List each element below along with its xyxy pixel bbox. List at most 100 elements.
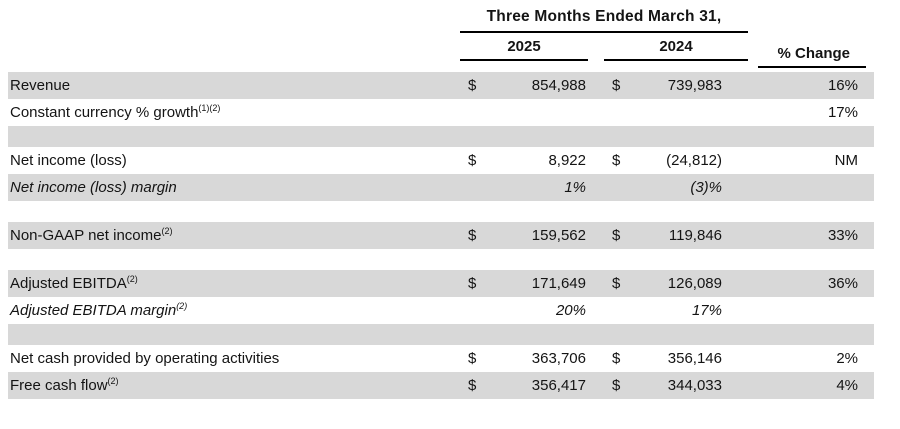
table-header-columns-row: 2025 2024 % Change [8,38,874,68]
dollar-sign-2024 [604,201,630,222]
dollar-sign-2024: $ [612,152,621,169]
row-label-text: Revenue [10,77,71,94]
row-label-text: Non-GAAP net income [10,227,162,244]
value-2025: 1% [564,179,586,196]
column-gap [748,99,758,126]
row-label-text: Net income (loss) [10,152,127,169]
column-gap [588,249,604,270]
dollar-sign-2025: $ [468,227,477,244]
column-gap [588,126,604,147]
table-row [8,126,874,147]
value-2024: (3)% [690,179,722,196]
value-2025 [486,126,588,147]
table-row: Adjusted EBITDA margin(2) 20% 17% [8,297,874,324]
value-2024: 119,846 [668,227,722,244]
value-2025: 8,922 [548,152,586,169]
row-label-text: Constant currency % growth [10,104,199,121]
value-2024 [630,201,748,222]
table-row: Non-GAAP net income(2) $ 159,562 $ 119,8… [8,222,874,249]
value-2025: 854,988 [531,77,586,94]
column-gap [748,147,758,174]
header-spacer [8,38,460,61]
value-percent-change [758,324,866,345]
column-gap [588,147,604,174]
row-label-text: Net cash provided by operating activitie… [10,350,280,367]
column-gap [588,99,604,126]
row-label-text: Adjusted EBITDA margin [10,302,177,319]
value-percent-change: 17% [827,104,858,121]
column-gap [748,222,758,249]
value-percent-change [758,174,866,201]
table-header-period-row: Three Months Ended March 31, [8,8,874,33]
table-row [8,201,874,222]
dollar-sign-2025 [460,126,486,147]
row-label [8,249,460,270]
row-label-text: Adjusted EBITDA [10,275,127,292]
value-percent-change [758,297,866,324]
dollar-sign-2024: $ [612,227,621,244]
row-label: Net income (loss) [8,147,460,174]
column-header-percent-change: % Change [758,45,866,68]
column-gap [748,270,758,297]
value-percent-change: 4% [836,377,858,394]
dollar-sign-2025 [460,99,486,126]
row-label: Adjusted EBITDA(2) [8,270,460,297]
row-label [8,324,460,345]
value-percent-change [758,201,866,222]
row-label: Non-GAAP net income(2) [8,222,460,249]
row-label: Net cash provided by operating activitie… [8,345,460,372]
column-gap [588,345,604,372]
column-gap [588,297,604,324]
value-2024: 739,983 [667,77,722,94]
row-label: Constant currency % growth(1)(2) [8,99,460,126]
row-label: Free cash flow(2) [8,372,460,399]
dollar-sign-2025: $ [468,377,477,394]
table-row: Net income (loss) margin 1% (3)% [8,174,874,201]
row-label: Adjusted EBITDA margin(2) [8,297,460,324]
column-gap [588,72,604,99]
value-percent-change: 33% [827,227,858,244]
row-label [8,126,460,147]
column-gap [748,174,758,201]
financial-results-table: Three Months Ended March 31, 2025 2024 %… [8,8,874,399]
dollar-sign-2024: $ [612,77,621,94]
table-row: Free cash flow(2) $ 356,417 $ 344,033 4% [8,372,874,399]
value-percent-change [758,126,866,147]
value-2024: (24,812) [666,152,722,169]
row-label: Revenue [8,72,460,99]
value-2025: 159,562 [531,227,586,244]
value-2024: 344,033 [667,377,722,394]
row-label [8,201,460,222]
dollar-sign-2025: $ [468,275,477,292]
column-gap [748,72,758,99]
dollar-sign-2024 [604,324,630,345]
column-gap [588,201,604,222]
value-2025: 356,417 [531,377,586,394]
dollar-sign-2024 [604,174,630,201]
column-header-2025: 2025 [460,38,588,61]
dollar-sign-2024 [604,249,630,270]
value-2024 [630,99,748,126]
table-row [8,249,874,270]
value-2025 [486,201,588,222]
value-2025: 363,706 [531,350,586,367]
column-gap [748,201,758,222]
value-percent-change [758,249,866,270]
column-gap [588,222,604,249]
table-row: Net income (loss) $ 8,922 $ (24,812) NM [8,147,874,174]
value-2024: 17% [691,302,722,319]
column-gap [748,372,758,399]
period-title: Three Months Ended March 31, [460,8,748,33]
dollar-sign-2024: $ [612,275,621,292]
value-2025 [486,249,588,270]
dollar-sign-2024: $ [612,377,621,394]
value-2024: 126,089 [667,275,722,292]
value-2024 [630,126,748,147]
value-2025: 171,649 [531,275,586,292]
table-body: Revenue $ 854,988 $ 739,983 16% Constant… [8,72,874,399]
table-row [8,324,874,345]
value-percent-change: 16% [827,77,858,94]
dollar-sign-2024: $ [612,350,621,367]
value-percent-change: 36% [827,275,858,292]
row-label: Net income (loss) margin [8,174,460,201]
